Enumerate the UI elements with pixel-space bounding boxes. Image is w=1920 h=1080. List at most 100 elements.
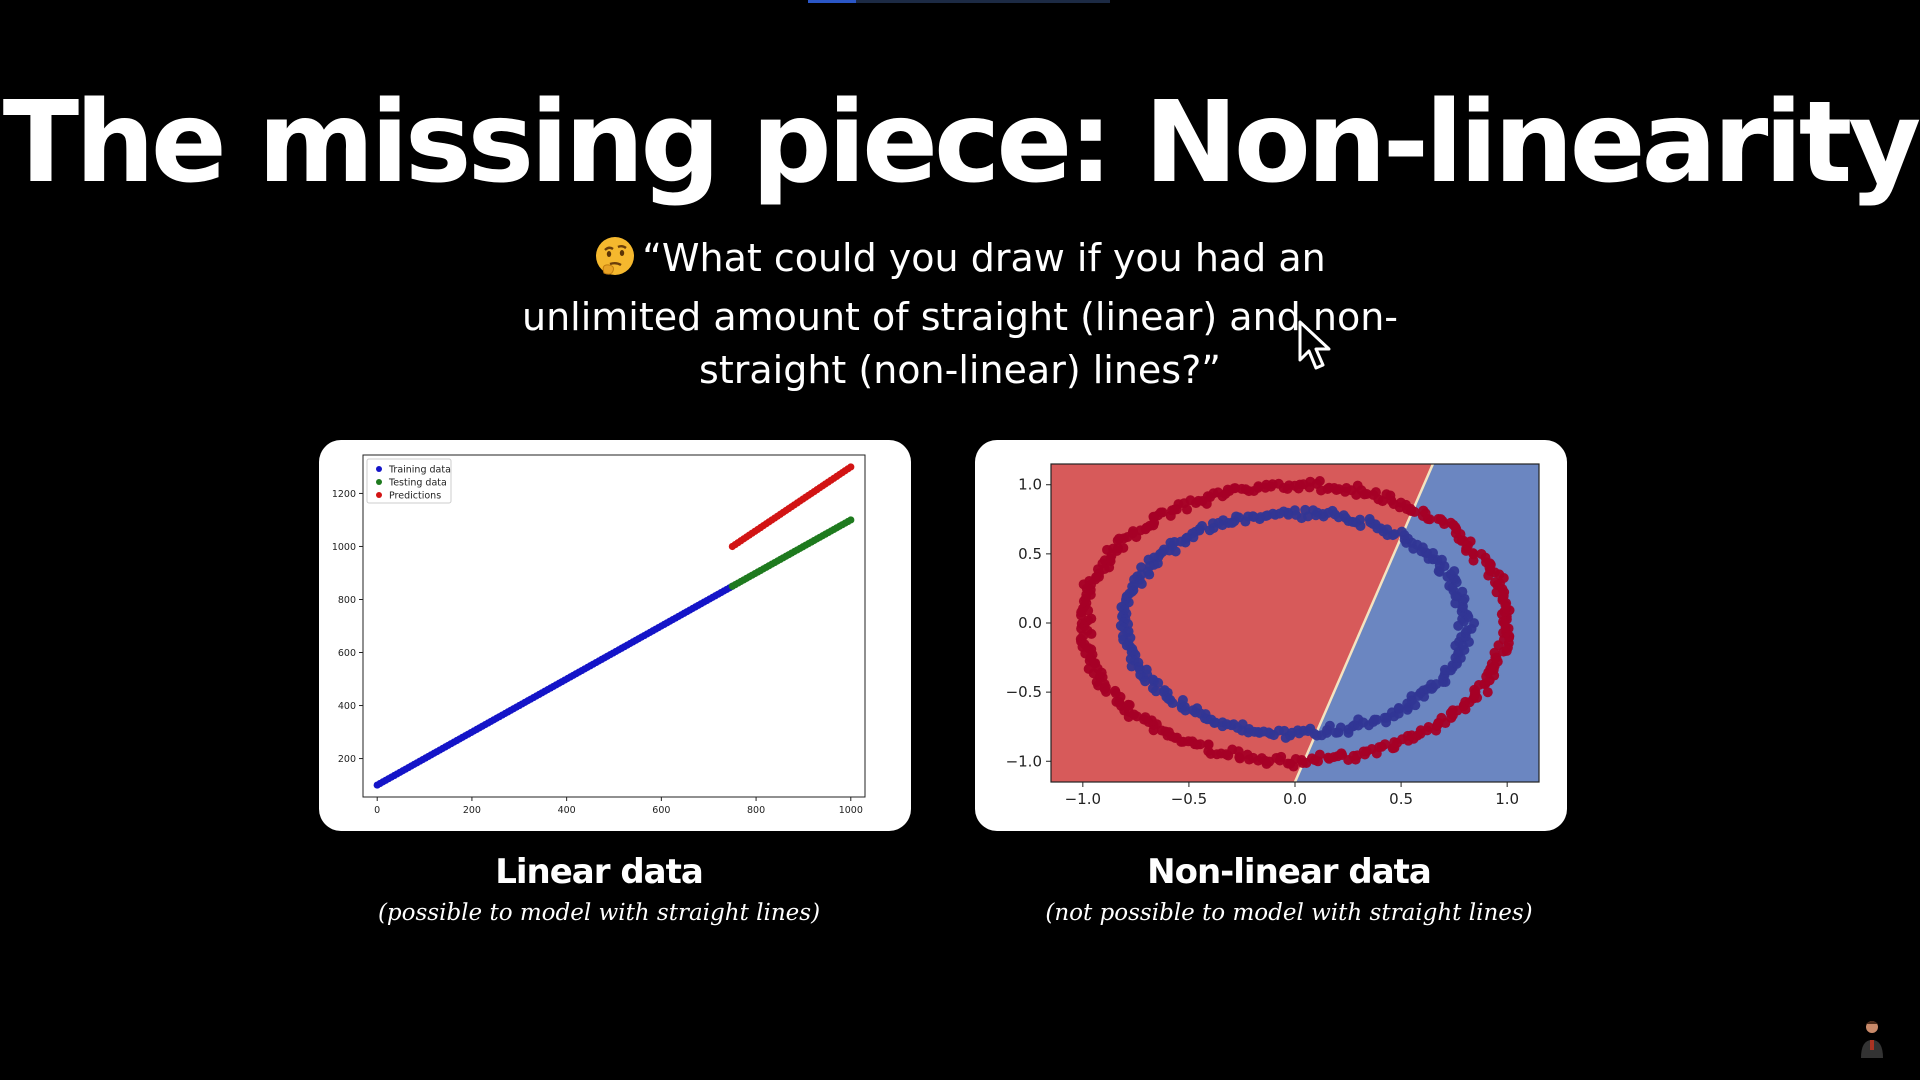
- plot-frame: [362, 454, 866, 798]
- data-point: [1457, 586, 1468, 597]
- data-point: [1288, 761, 1299, 772]
- thinking-face-icon: [594, 235, 636, 291]
- data-point: [1165, 510, 1176, 521]
- data-point: [847, 463, 855, 471]
- data-point: [1476, 548, 1487, 559]
- data-point: [1489, 647, 1500, 658]
- video-progress-bar[interactable]: [808, 0, 1110, 3]
- data-point: [1101, 686, 1112, 697]
- data-point: [1335, 722, 1346, 733]
- x-tick-label: 600: [652, 805, 670, 816]
- y-tick-label: 1000: [332, 542, 356, 553]
- y-tick-label: 0.0: [1018, 614, 1042, 632]
- chart-legend: Training data Testing data Predictions: [366, 458, 452, 504]
- legend-label: Testing data: [388, 478, 447, 489]
- nonlinear-data-chart: −1.0 −0.5 0.0 0.5 1.0 −1.0 −0.5 0.0 0.5 1.0: [1006, 463, 1540, 808]
- legend-marker: [376, 492, 382, 498]
- video-progress-fill: [808, 0, 857, 3]
- data-point: [1140, 676, 1151, 687]
- x-tick-label: 200: [463, 805, 481, 816]
- data-point: [1499, 618, 1510, 629]
- slide-quote: “What could you draw if you had an unlim…: [500, 232, 1420, 397]
- legend-label: Predictions: [389, 491, 441, 502]
- presenter-avatar-icon: [1858, 1018, 1886, 1062]
- data-point: [1336, 748, 1347, 759]
- linear-data-caption-title: Linear data: [495, 852, 704, 892]
- data-point: [1144, 569, 1155, 580]
- y-tick-label: 1200: [332, 489, 356, 500]
- decision-region-red: [1051, 464, 1433, 782]
- data-point: [1469, 618, 1480, 629]
- data-point: [1076, 610, 1087, 621]
- quote-text: “What could you draw if you had an unlim…: [521, 236, 1398, 392]
- data-point: [1423, 721, 1434, 732]
- y-tick-label: −0.5: [1006, 683, 1042, 701]
- data-point: [1234, 753, 1245, 764]
- data-point: [1131, 532, 1142, 543]
- series-predictions: [728, 463, 855, 551]
- y-tick-label: 800: [338, 595, 356, 606]
- series-inner-ring: [1115, 504, 1480, 743]
- data-point: [1371, 714, 1382, 725]
- data-point: [1381, 489, 1392, 500]
- data-point: [1341, 483, 1352, 494]
- linear-data-caption-subtitle: (possible to model with straight lines): [377, 900, 821, 926]
- linear-data-chart: 0 200 400 600 800 1000 200 400 600 800 1000 1200 Tra…: [332, 454, 866, 816]
- y-tick-label: 1.0: [1018, 476, 1042, 494]
- data-point: [847, 516, 855, 524]
- series-outer-ring: [1075, 476, 1515, 772]
- legend-box: [366, 458, 452, 504]
- y-tick-label: 0.5: [1018, 545, 1042, 563]
- x-tick-label: 0.5: [1389, 790, 1413, 808]
- data-point: [1276, 751, 1287, 762]
- mouse-pointer-icon: [1298, 320, 1334, 376]
- data-point: [1453, 620, 1464, 631]
- nonlinear-data-caption-title: Non-linear data: [1147, 852, 1432, 892]
- data-point: [1112, 535, 1123, 546]
- legend-marker: [376, 479, 382, 485]
- data-point: [1436, 712, 1447, 723]
- decision-boundary: [1293, 463, 1435, 783]
- data-point: [1449, 566, 1460, 577]
- nonlinear-data-chart-card: −1.0 −0.5 0.0 0.5 1.0 −1.0 −0.5 0.0 0.5 1.0: [975, 440, 1567, 831]
- y-tick-label: 600: [338, 648, 356, 659]
- x-tick-label: 0.0: [1283, 790, 1307, 808]
- data-point: [1314, 749, 1325, 760]
- data-point: [1136, 578, 1147, 589]
- data-point: [1148, 725, 1159, 736]
- x-tick-label: 800: [747, 805, 765, 816]
- slide-title: The missing piece: Non-linearity: [2, 78, 1920, 208]
- x-tick-label: 400: [558, 805, 576, 816]
- series-testing-data: [728, 516, 855, 590]
- data-point: [1489, 577, 1500, 588]
- data-point: [1151, 686, 1162, 697]
- data-point: [1180, 705, 1191, 716]
- data-point: [1444, 580, 1455, 591]
- data-point: [1433, 514, 1444, 525]
- data-point: [1167, 698, 1178, 709]
- data-point: [1393, 702, 1404, 713]
- data-point: [1324, 720, 1335, 731]
- data-point: [1086, 628, 1097, 639]
- data-point: [1195, 739, 1206, 750]
- x-tick-label: −0.5: [1171, 790, 1207, 808]
- y-tick-label: 200: [338, 754, 356, 765]
- nonlinear-data-caption-subtitle: (not possible to model with straight lin…: [1045, 900, 1533, 926]
- y-tick-label: 400: [338, 701, 356, 712]
- data-point: [1482, 687, 1493, 698]
- legend-label: Training data: [388, 465, 451, 476]
- x-tick-label: 1.0: [1495, 790, 1519, 808]
- data-point: [1364, 514, 1375, 525]
- linear-data-chart-card: 0 200 400 600 800 1000 200 400 600 800 1000 1200 Tra…: [319, 440, 911, 831]
- data-point: [1418, 505, 1429, 516]
- data-point: [1300, 504, 1311, 515]
- x-tick-label: 0: [374, 805, 380, 816]
- data-point: [1182, 504, 1193, 515]
- x-tick-label: −1.0: [1065, 790, 1101, 808]
- data-point: [1204, 525, 1215, 536]
- legend-marker: [376, 466, 382, 472]
- y-tick-label: −1.0: [1006, 752, 1042, 770]
- series-training-data: [373, 582, 736, 789]
- x-tick-label: 1000: [839, 805, 863, 816]
- data-point: [1379, 739, 1390, 750]
